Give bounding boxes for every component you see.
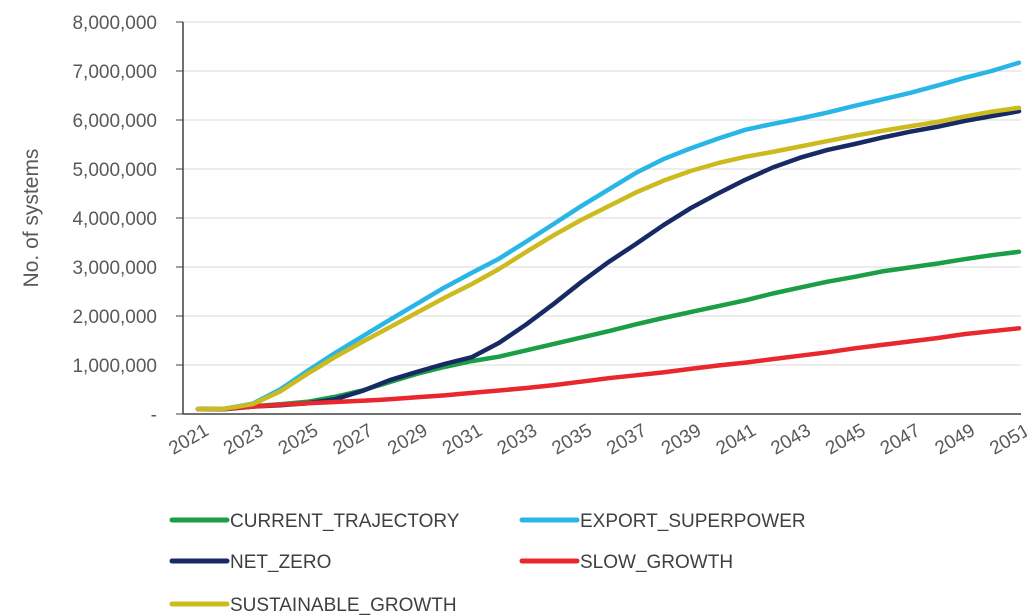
legend-label-sustainable-growth: SUSTAINABLE_GROWTH [230, 595, 457, 616]
legend-label-current-trajectory: CURRENT_TRAJECTORY [230, 511, 460, 532]
series-lines [195, 60, 1022, 412]
y-tick-label: 3,000,000 [72, 258, 157, 279]
x-tick-label: 2029 [384, 420, 431, 459]
x-tick-label: 2025 [275, 420, 322, 459]
x-tick-label: 2021 [165, 420, 212, 459]
y-tick-label: 2,000,000 [72, 307, 157, 328]
legend-label-export-superpower: EXPORT_SUPERPOWER [580, 511, 806, 532]
gridlines [176, 21, 1021, 415]
series-line-slow-growth [195, 326, 1022, 412]
y-tick-label: 1,000,000 [72, 356, 157, 377]
x-tick-label: 2045 [822, 420, 869, 459]
x-tick-label: 2041 [713, 420, 760, 459]
series-line-current-trajectory [195, 249, 1022, 412]
y-tick-label: - [151, 405, 157, 426]
x-tick-label: 2047 [877, 420, 924, 459]
x-tick-label: 2039 [658, 420, 705, 459]
x-tick-label: 2051 [986, 420, 1027, 459]
x-tick-label: 2027 [330, 420, 377, 459]
y-tick-label: 4,000,000 [72, 209, 157, 230]
series-line-sustainable-growth [195, 105, 1022, 412]
x-tick-label: 2049 [932, 420, 979, 459]
legend: CURRENT_TRAJECTORY EXPORT_SUPERPOWER NET_Z… [169, 511, 806, 616]
y-axis-tick-labels: - 1,000,000 2,000,000 3,000,000 4,000,000 5,0… [72, 13, 157, 426]
legend-label-net-zero: NET_ZERO [230, 552, 331, 573]
series-line-export-superpower [195, 60, 1022, 412]
x-tick-label: 2033 [494, 420, 541, 459]
y-tick-label: 7,000,000 [72, 62, 157, 83]
x-axis-tick-labels: 2021 2023 2025 2027 2029 2031 2033 2035 2037 2039… [165, 420, 1027, 459]
x-tick-label: 2023 [220, 420, 267, 459]
x-tick-label: 2035 [549, 420, 596, 459]
series-line-net-zero [195, 108, 1022, 412]
y-tick-label: 8,000,000 [72, 13, 157, 34]
x-tick-label: 2043 [767, 420, 814, 459]
legend-label-slow-growth: SLOW_GROWTH [580, 552, 733, 573]
y-tick-label: 6,000,000 [72, 111, 157, 132]
y-axis-label: No. of systems [20, 149, 43, 288]
x-tick-label: 2031 [439, 420, 486, 459]
x-tick-label: 2037 [603, 420, 650, 459]
y-tick-label: 5,000,000 [72, 160, 157, 181]
